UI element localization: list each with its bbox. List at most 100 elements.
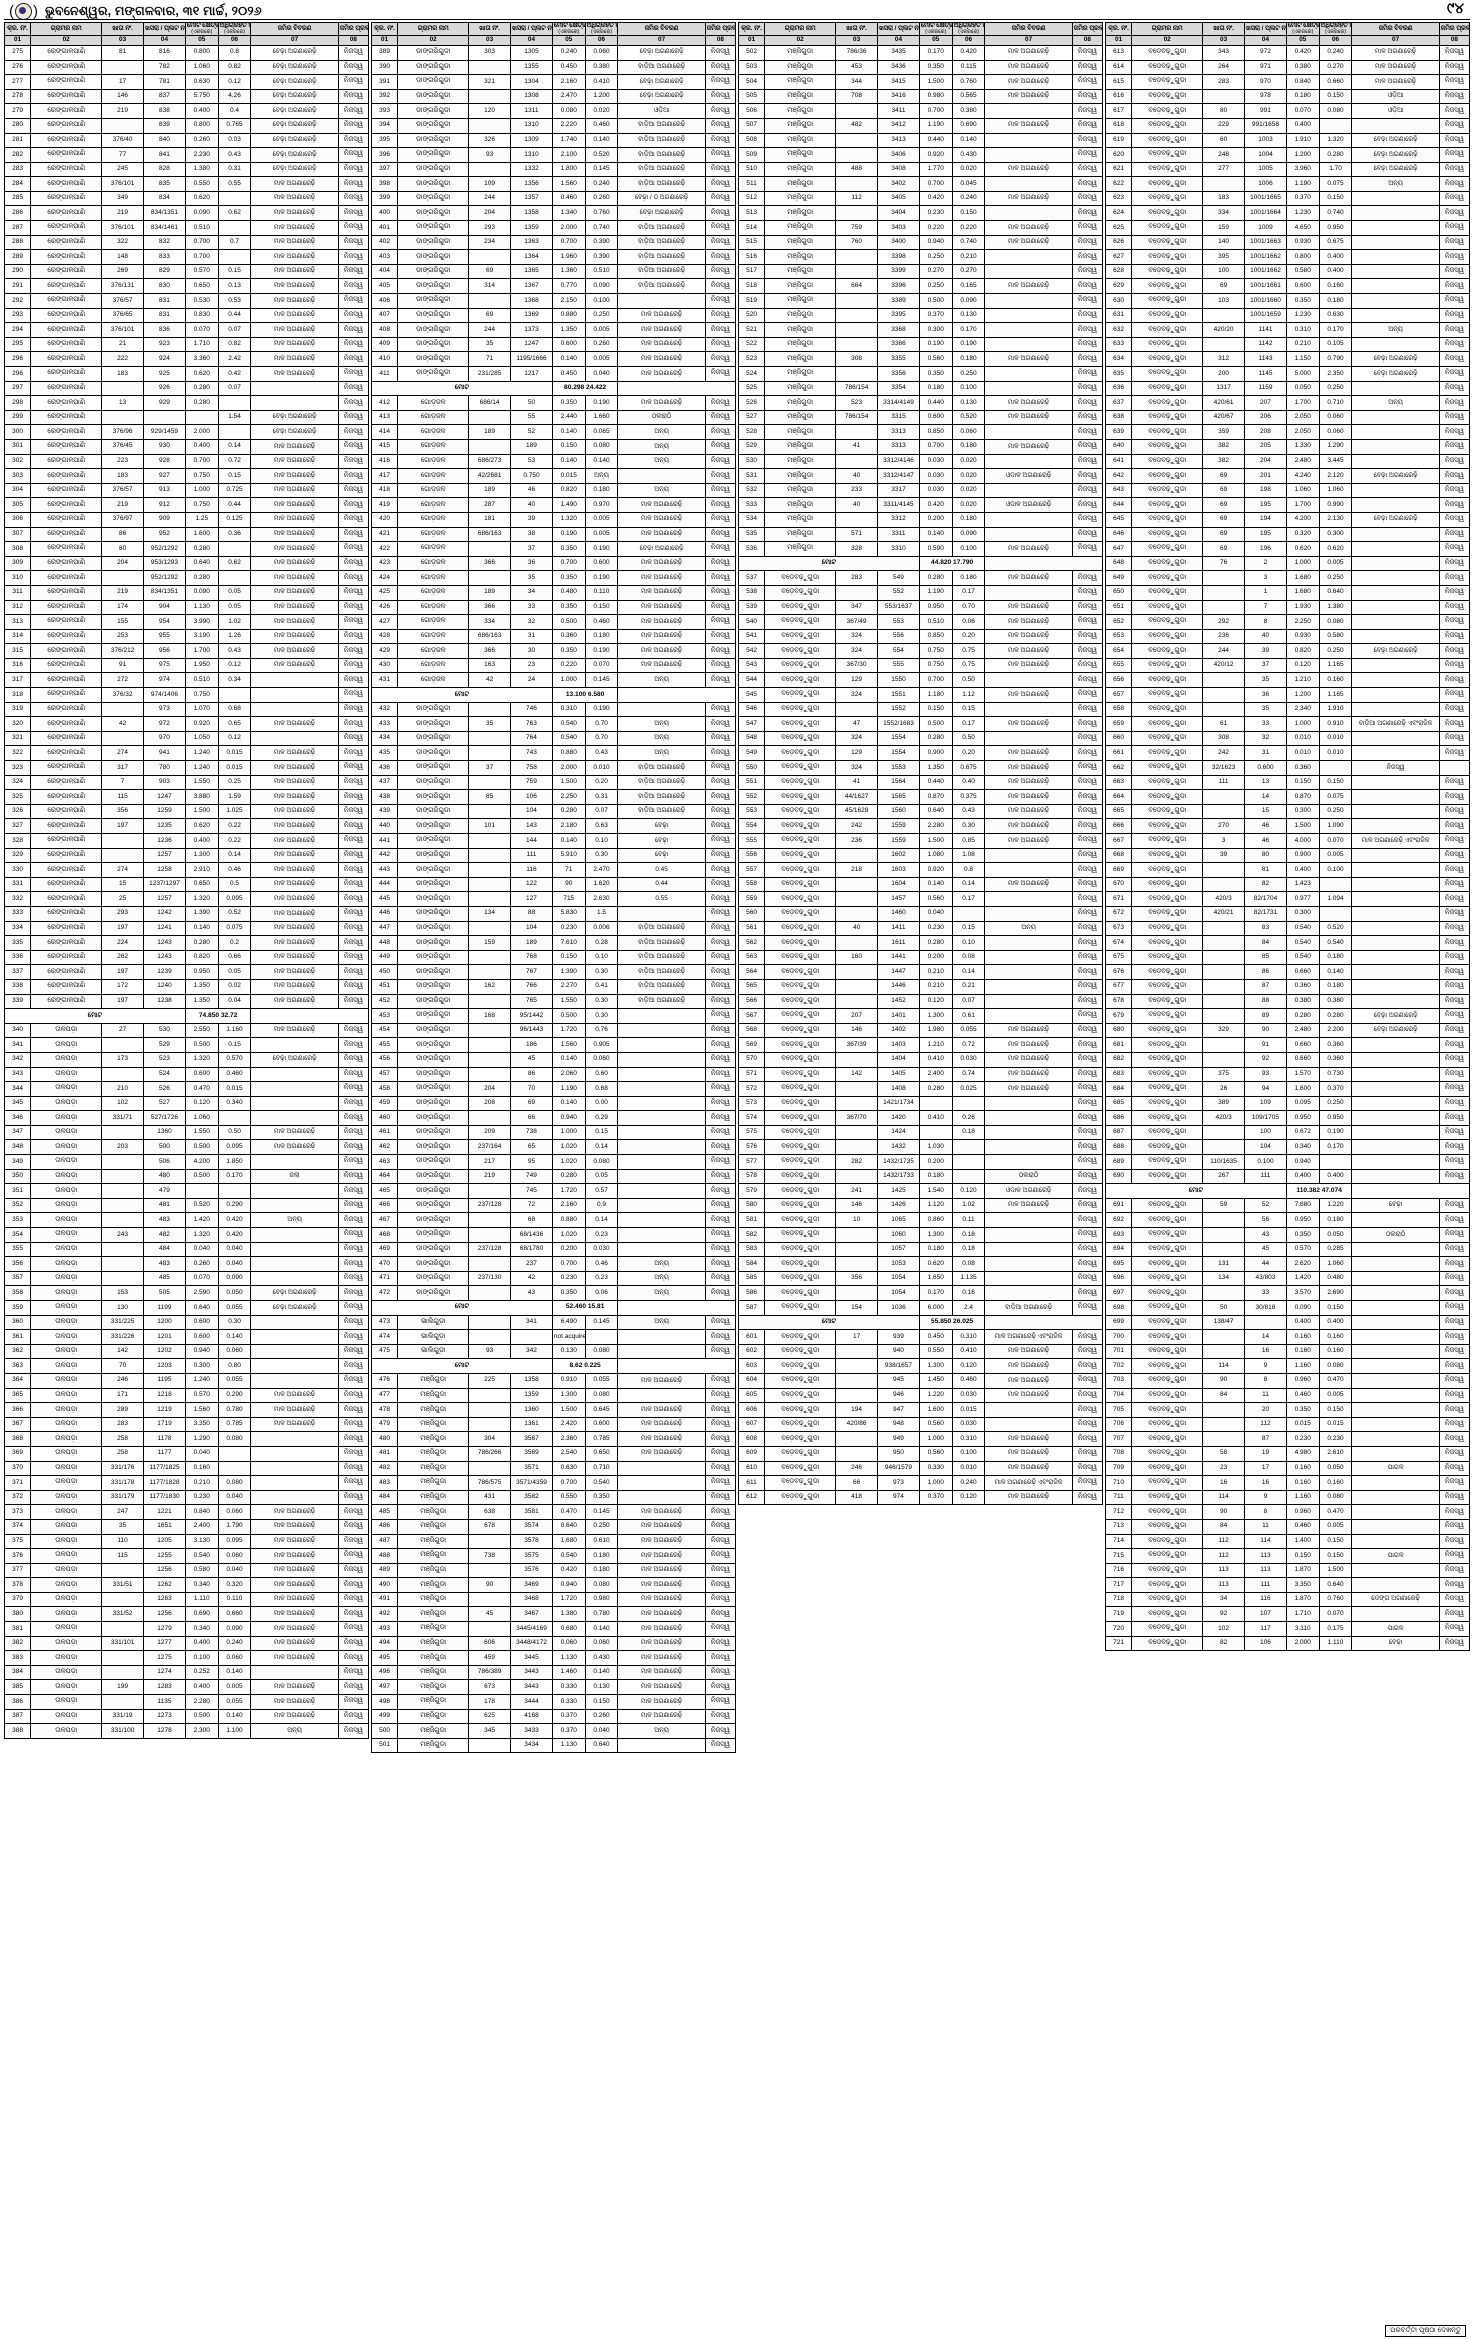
khata-number [835, 876, 879, 893]
total-area: 0.160 [1285, 1475, 1320, 1491]
acquired-area: 0.42 [217, 366, 252, 382]
total-area: 0.030 [918, 468, 953, 484]
table-row: 718 ବଡ଼େବଢ଼ୁଗୁଡା 34 116 1.870 0.760 ଡେଙ୍ଗ ଅଗଣା… [1104, 1591, 1471, 1608]
total-area: 1.500 [918, 833, 953, 849]
total-area: 0.350 [551, 541, 586, 557]
table-row: 427 ଗୋଡ଼ଜଳ 334 32 0.500 0.460 ମାଳ ଅଗଣାରେଢ଼ି ନିଜ… [370, 614, 737, 630]
plot-number: 1278 [143, 1723, 186, 1739]
land-type: ନିଜସ୍ୱ [1438, 716, 1471, 732]
village-name: ଡାଙ୍ଗରିଗୁଡା [397, 220, 470, 236]
village-name: ବଡ଼େବଢ଼ୁଗୁଡା [764, 1037, 837, 1053]
serial-number: 468 [370, 1227, 399, 1243]
land-description: ବାଡ଼ିଆ ଅଗଣାରେଢ଼ି [617, 263, 706, 280]
acquired-area: 0.765 [217, 117, 252, 134]
khata-number: 326 [468, 132, 512, 149]
acquired-area: 0.010 [1318, 730, 1353, 747]
land-description: ଓଡ଼ିଆ [617, 103, 706, 119]
khata-number: 199 [101, 1679, 145, 1696]
plot-number: 1258 [143, 862, 186, 878]
plot-number: 3312 [877, 511, 920, 528]
serial-number: 620 [1104, 147, 1133, 163]
acquired-area: 0.070 [1318, 1606, 1353, 1623]
khata-number: 142 [835, 1066, 879, 1083]
plot-number: 1332 [510, 161, 553, 178]
khata-number: 148 [101, 249, 145, 265]
table-row: 303 ରେଙ୍ଗାଳପାଣି 183 927 0.750 0.15 ମାଳ ଅଗଣାରେଢ… [3, 468, 370, 484]
acquired-area: 0.410 [584, 74, 619, 90]
village-name: ବଡ଼େବଢ଼ୁଗୁଡା [1131, 1066, 1204, 1083]
serial-number: 443 [370, 862, 399, 878]
land-type: ନିଜସ୍ୱ [704, 803, 737, 820]
total-area: 1.230 [1285, 205, 1320, 222]
acquired-area: 0.740 [1318, 205, 1353, 222]
land-description [617, 1124, 706, 1141]
serial-number: 413 [370, 409, 399, 426]
acquired-area: 0.180 [584, 1548, 619, 1564]
total-area: 0.700 [551, 1256, 586, 1272]
plot-number: 32 [1244, 730, 1287, 747]
village-name: ରେଙ୍ଗାଳପାଣି [30, 833, 103, 849]
khata-number [101, 730, 145, 747]
acquired-area: 0.005 [584, 351, 619, 368]
table-row: 496 ମଞ୍ଜିଗୁଡା 786/389 3443 1.460 0.140 ମାଳ ଅଗଣ… [370, 1664, 737, 1681]
land-description: ମାଳ ଅଗଣାରେଢ଼ି [984, 745, 1073, 762]
serial-number: 460 [370, 1110, 399, 1126]
acquired-area: 0.480 [1318, 1270, 1353, 1287]
land-description: ମାଳ ଅଗଣାରେଢ଼ି [617, 1664, 706, 1681]
table-row: 396 ଡାଙ୍ଗରିଗୁଡା 93 1310 2.100 0.520 ବାଡ଼ିଆ ଅଗଣ… [370, 147, 737, 163]
khata-number: 183 [101, 366, 145, 382]
serial-number: 473 [370, 1314, 399, 1331]
serial-number: 450 [370, 964, 399, 980]
village-name: ଡାଙ୍ଗରିଗୁଡା [397, 103, 470, 119]
plot-number: 3413 [877, 132, 920, 149]
khata-number: 293 [101, 905, 145, 922]
khata-number: 112 [835, 190, 879, 207]
plot-number: 948 [877, 1416, 920, 1433]
land-description [1351, 1431, 1440, 1447]
table-row: 295 ରେଙ୍ଗାଳପାଣି 21 923 1.710 0.82 ମାଳ ଅଗଣାରେଢ଼… [3, 336, 370, 353]
khata-number [101, 1256, 145, 1272]
plot-number: 552 [877, 584, 920, 601]
land-description: ମାଳ ଅଗଣାରେଢ଼ି [617, 526, 706, 543]
table-row: 342 ତାଳପଡ଼ା 173 523 1.320 0.570 ବେଢ଼ା ଅଗଣାରେଢ଼… [3, 1051, 370, 1068]
column-header-4: ଖସରା / ପ୍ଲଟ ନଂ. [877, 22, 920, 36]
table-row: 693 ବଡ଼େବଢ଼ୁଗୁଡା 43 0.350 0.050 ଠଲରାଠି ନିଜସ୍ୱ [1104, 1227, 1471, 1243]
land-type: ନିଜସ୍ୱ [704, 1548, 737, 1564]
village-name: ଡାଙ୍ଗରିଗୁଡା [397, 1037, 470, 1053]
plot-number: 1565 [877, 789, 920, 805]
village-name: ବଡ଼େବଢ଼ୁଗୁଡା [1131, 1518, 1204, 1535]
land-description: ମାଳ ଅଗଣାରେଢ଼ି [250, 468, 339, 484]
table-row: 327 ରେଙ୍ଗାଳପାଣି 197 1235 0.620 0.22 ମାଳ ଅଗଣାରେ… [3, 818, 370, 835]
khata-number: 224 [101, 935, 145, 951]
acquired-area: 0.160 [1318, 1475, 1353, 1491]
table-row: 284 ରେଙ୍ଗାଳପାଣି 376/101 835 0.550 0.55 ମାଳ ଅଗଣ… [3, 176, 370, 192]
village-name: ବଡ଼େବଢ଼ୁଗୁଡା [1131, 1008, 1204, 1024]
table-row: 609 ବଡ଼େବଢ଼ୁଗୁଡା 950 0.560 0.100 ମାଳ ଅଗଣାରେଢ଼… [737, 1445, 1104, 1462]
serial-number: 453 [370, 1008, 399, 1024]
khata-number: 69 [1202, 482, 1246, 499]
serial-number: 314 [3, 628, 32, 645]
table-row: 706 ବଡ଼େବଢ଼ୁଗୁଡା 112 0.015 0.015 ନିଜସ୍ୱ [1104, 1416, 1471, 1433]
serial-number: 503 [737, 59, 766, 76]
land-type: ନିଜସ୍ୱ [1438, 1212, 1471, 1229]
village-name: ଡାଙ୍ଗରିଗୁଡା [397, 234, 470, 251]
khata-number [1202, 176, 1246, 192]
total-area: 0.750 [918, 657, 953, 674]
plot-number: 1283 [143, 1679, 186, 1696]
khata-number [835, 1081, 879, 1097]
land-type: ନିଜସ୍ୱ [1438, 1577, 1471, 1593]
acquired-area: 0.66 [217, 949, 252, 966]
land-type: ନିଜସ୍ୱ [1438, 1022, 1471, 1039]
acquired-area: 0.280 [1318, 147, 1353, 163]
village-name: ମଞ୍ଜିଗୁଡା [397, 1708, 470, 1725]
land-description: ବାଡ଼ିଆ ଅଗଣାରେଢ଼ି [617, 234, 706, 251]
column-number-1: 01 [737, 34, 766, 46]
khata-number [468, 949, 512, 966]
plot-number: 1564 [877, 774, 920, 791]
serial-number: 573 [737, 1095, 766, 1112]
land-description: ବେଢ଼ା ଅଗଣାରେଢ଼ି [1351, 1022, 1440, 1039]
table-row: 362 ତାଳପଡ଼ା 142 1202 0.940 0.060 ନିଜସ୍ୱ [3, 1343, 370, 1360]
total-area: 0.370 [551, 1708, 586, 1725]
land-type: ନିଜସ୍ୱ [1438, 1110, 1471, 1126]
table-row: 374 ତାଳପଡ଼ା 35 1651 2.400 1.790 ମାଳ ଅଗଣାରେଢ଼ି ନ… [3, 1518, 370, 1535]
